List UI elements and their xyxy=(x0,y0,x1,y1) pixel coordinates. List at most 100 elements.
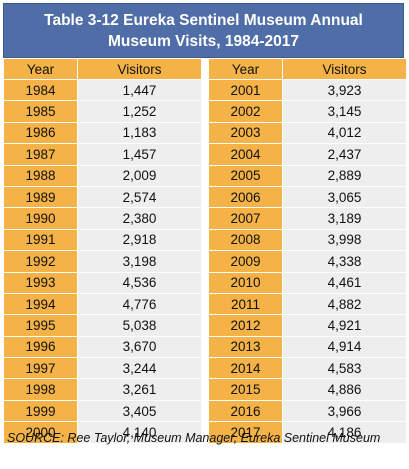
cell-visitors-left: 3,244 xyxy=(77,357,202,380)
cell-year-right: 2016 xyxy=(208,399,283,423)
table-row: 1986 1,183 2003 4,012 xyxy=(3,121,407,145)
column-gap xyxy=(201,228,209,252)
column-gap xyxy=(201,58,209,80)
table-title-line-1: Table 3-12 Eureka Sentinel Museum Annual xyxy=(44,11,363,29)
column-gap xyxy=(201,207,209,230)
cell-year-left: 1996 xyxy=(3,335,78,359)
cell-year-left: 1988 xyxy=(3,164,78,187)
cell-year-left: 1987 xyxy=(3,143,78,166)
cell-visitors-right: 4,921 xyxy=(282,314,407,337)
cell-year-left: 1994 xyxy=(3,292,78,316)
cell-visitors-left: 5,038 xyxy=(77,314,202,337)
cell-visitors-left: 2,574 xyxy=(77,185,202,209)
cell-visitors-right: 3,966 xyxy=(282,399,407,423)
cell-visitors-right: 2,437 xyxy=(282,143,407,166)
source-note: SOURCE: Ree Taylor, Museum Manager, Eure… xyxy=(7,431,381,445)
cell-visitors-right: 3,923 xyxy=(282,78,407,102)
table-row: 1990 2,380 2007 3,189 xyxy=(3,207,407,230)
cell-year-right: 2007 xyxy=(208,207,283,230)
cell-year-left: 1998 xyxy=(3,378,78,401)
cell-year-left: 2000 xyxy=(3,421,78,444)
cell-year-right: 2013 xyxy=(208,335,283,359)
cell-visitors-right: 2,889 xyxy=(282,164,407,187)
visits-table-body: Year Visitors Year Visitors 1984 1,447 200… xyxy=(3,58,407,444)
cell-year-left: 1995 xyxy=(3,314,78,337)
cell-year-left: 1989 xyxy=(3,185,78,209)
table-row: 1985 1,252 2002 3,145 xyxy=(3,100,407,123)
cell-year-right: 2011 xyxy=(208,292,283,316)
table-row: 1984 1,447 2001 3,923 xyxy=(3,78,407,102)
column-gap xyxy=(201,143,209,166)
cell-visitors-left: 3,670 xyxy=(77,335,202,359)
cell-visitors-left: 4,776 xyxy=(77,292,202,316)
cell-year-right: 2015 xyxy=(208,378,283,401)
table-row: 2000 4,140 2017 4,186 xyxy=(3,421,407,444)
cell-visitors-right: 3,189 xyxy=(282,207,407,230)
column-gap xyxy=(201,378,209,401)
cell-year-right: 2017 xyxy=(208,421,283,444)
column-gap xyxy=(201,292,209,316)
cell-year-left: 1984 xyxy=(3,78,78,102)
table-title: Table 3-12 Eureka Sentinel Museum Annual… xyxy=(3,3,404,58)
cell-year-left: 1997 xyxy=(3,357,78,380)
cell-visitors-right: 4,186 xyxy=(282,421,407,444)
column-gap xyxy=(201,78,209,102)
cell-visitors-left: 1,447 xyxy=(77,78,202,102)
cell-year-right: 2009 xyxy=(208,250,283,273)
cell-year-right: 2001 xyxy=(208,78,283,102)
cell-visitors-right: 3,998 xyxy=(282,228,407,252)
column-gap xyxy=(201,100,209,123)
column-gap xyxy=(201,335,209,359)
cell-visitors-left: 3,261 xyxy=(77,378,202,401)
table-row: 1995 5,038 2012 4,921 xyxy=(3,314,407,337)
column-gap xyxy=(201,399,209,423)
cell-visitors-left: 4,536 xyxy=(77,271,202,294)
cell-visitors-right: 4,882 xyxy=(282,292,407,316)
table-row: 1992 3,198 2009 4,338 xyxy=(3,250,407,273)
cell-year-right: 2014 xyxy=(208,357,283,380)
cell-year-right: 2008 xyxy=(208,228,283,252)
cell-year-left: 1985 xyxy=(3,100,78,123)
cell-visitors-left: 1,183 xyxy=(77,121,202,145)
cell-visitors-right: 4,012 xyxy=(282,121,407,145)
cell-year-left: 1993 xyxy=(3,271,78,294)
cell-visitors-right: 4,914 xyxy=(282,335,407,359)
table-row: 1991 2,918 2008 3,998 xyxy=(3,228,407,252)
cell-visitors-right: 4,583 xyxy=(282,357,407,380)
cell-visitors-left: 1,457 xyxy=(77,143,202,166)
cell-year-left: 1986 xyxy=(3,121,78,145)
cell-visitors-left: 4,140 xyxy=(77,421,202,444)
column-header-year-right: Year xyxy=(208,58,283,80)
table-row: 1999 3,405 2016 3,966 xyxy=(3,399,407,423)
cell-year-left: 1990 xyxy=(3,207,78,230)
table-row: 1988 2,009 2005 2,889 xyxy=(3,164,407,187)
cell-year-left: 1992 xyxy=(3,250,78,273)
header-row: Year Visitors Year Visitors xyxy=(3,58,407,80)
table-row: 1994 4,776 2011 4,882 xyxy=(3,292,407,316)
column-gap xyxy=(201,121,209,145)
cell-year-left: 1991 xyxy=(3,228,78,252)
cell-visitors-right: 3,145 xyxy=(282,100,407,123)
table-row: 1996 3,670 2013 4,914 xyxy=(3,335,407,359)
cell-visitors-right: 4,338 xyxy=(282,250,407,273)
table-row: 1993 4,536 2010 4,461 xyxy=(3,271,407,294)
cell-year-right: 2010 xyxy=(208,271,283,294)
column-gap xyxy=(201,164,209,187)
table-row: 1989 2,574 2006 3,065 xyxy=(3,185,407,209)
table-row: 1997 3,244 2014 4,583 xyxy=(3,357,407,380)
table-title-line-2: Museum Visits, 1984-2017 xyxy=(108,32,299,50)
column-gap xyxy=(201,314,209,337)
table-row: 1987 1,457 2004 2,437 xyxy=(3,143,407,166)
column-gap xyxy=(201,185,209,209)
cell-year-right: 2003 xyxy=(208,121,283,145)
cell-year-right: 2012 xyxy=(208,314,283,337)
column-gap xyxy=(201,250,209,273)
column-header-year-left: Year xyxy=(3,58,78,80)
cell-visitors-left: 2,380 xyxy=(77,207,202,230)
column-gap xyxy=(201,357,209,380)
cell-visitors-left: 3,405 xyxy=(77,399,202,423)
column-header-visitors-left: Visitors xyxy=(77,58,202,80)
cell-visitors-right: 4,886 xyxy=(282,378,407,401)
cell-year-right: 2002 xyxy=(208,100,283,123)
